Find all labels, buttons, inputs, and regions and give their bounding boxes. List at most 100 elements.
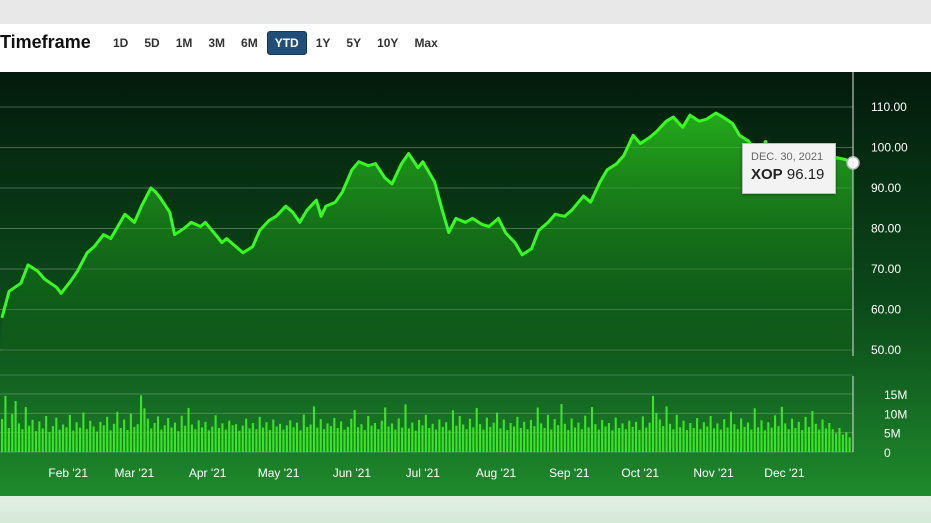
volume-bar [85,429,88,452]
volume-bar [465,429,468,452]
timeframe-button-10y[interactable]: 10Y [377,36,399,50]
price-point [547,221,549,223]
price-point [252,246,254,248]
volume-bar [529,419,533,452]
volume-bar [621,423,624,452]
volume-bar [7,428,10,452]
timeframe-button-1y[interactable]: 1Y [315,36,331,50]
volume-bar [774,415,777,452]
volume-bar [458,416,461,452]
price-point [1,317,3,319]
volume-bar [357,427,360,452]
price-area [2,113,853,356]
price-point [358,161,360,163]
volume-bar [821,419,824,452]
timeframe-buttons: 1D 5D 1M 3M 6M YTD 1Y 5Y 10Y Max [106,31,445,55]
volume-bar [526,429,529,452]
volume-bar [126,430,129,452]
timeframe-button-5d[interactable]: 5D [144,36,160,50]
volume-bar [763,430,766,452]
volume-bar [129,413,132,452]
price-volume-chart[interactable]: 110.00 100.00 90.00 80.00 70.00 60.00 50.00 15M… [0,72,931,496]
price-point [623,155,625,157]
volume-bar [251,423,254,452]
volume-bar [350,418,353,452]
volume-bar [658,419,661,452]
volume-bar [75,422,78,452]
price-point [448,232,450,234]
volume-bar [275,426,278,452]
volume-bar [217,428,221,452]
volume-bar [228,420,231,452]
price-point [639,142,641,145]
volume-bar [214,415,217,452]
price-point [455,217,457,219]
volume-bar [604,426,607,452]
volume-bar [34,431,37,452]
price-point [325,205,327,207]
volume-bar [831,429,834,452]
bottom-band [0,496,931,523]
volume-bar [638,430,641,452]
volume-bar [78,427,82,452]
volume-bar [140,395,143,452]
volume-bar [160,429,163,452]
price-point [367,165,369,167]
price-point [835,157,838,159]
timeframe-button-6m[interactable]: 6M [241,36,258,50]
timeframe-button-ytd[interactable]: YTD [266,31,307,55]
volume-bar [289,420,292,452]
volume-bar [746,422,749,452]
volume-bar [818,429,821,452]
volume-bar [479,424,482,452]
price-point [169,211,171,213]
timeframe-button-1m[interactable]: 1M [175,36,193,50]
volume-bar [502,419,505,452]
volume-bar [326,423,329,452]
price-point [119,221,121,223]
volume-bar [716,423,719,452]
volume-bar [607,423,610,452]
price-point [235,246,237,248]
volume-bar [550,429,553,452]
volume-bar [51,426,54,452]
volume-bar [340,421,343,452]
timeframe-button-1d[interactable]: 1D [113,36,129,50]
price-tick-label: 110.00 [871,100,907,114]
x-tick-label: Nov '21 [693,466,734,480]
volume-bar [662,426,665,452]
volume-bar [323,429,326,452]
price-point [632,134,634,136]
price-point [259,229,261,232]
volume-bar [668,423,672,452]
price-point [155,191,157,193]
price-point [748,140,750,142]
volume-bar [177,431,180,452]
volume-bar [11,414,14,452]
volume-bar [201,427,204,452]
volume-bar [1,419,4,452]
volume-bar [770,427,773,452]
price-point [27,264,29,266]
price-point [200,225,202,228]
volume-bar [282,429,285,452]
volume-bar [211,426,214,452]
price-point [159,197,161,199]
chart-area[interactable]: 110.00 100.00 90.00 80.00 70.00 60.00 50.00 15M… [0,72,931,496]
price-tick-label: 100.00 [871,141,908,155]
price-point [400,163,403,165]
price-point [441,207,443,209]
timeframe-button-max[interactable]: Max [414,36,438,50]
price-point [616,163,618,165]
price-point [649,136,651,138]
price-point [571,209,573,211]
volume-bar [804,416,807,452]
volume-bar [346,426,349,452]
price-point [216,236,218,238]
volume-bar [150,428,153,452]
timeframe-button-5y[interactable]: 5Y [346,36,362,50]
price-point [221,242,223,244]
timeframe-button-3m[interactable]: 3M [208,36,226,50]
price-point [8,290,10,292]
volume-bar [780,406,783,452]
